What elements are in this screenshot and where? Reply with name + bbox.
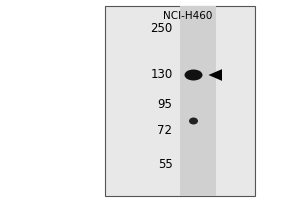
Text: NCI-H460: NCI-H460	[163, 11, 212, 21]
Text: 72: 72	[158, 124, 172, 138]
Text: 250: 250	[150, 22, 172, 36]
Bar	[105, 6, 255, 196]
Ellipse shape	[184, 70, 202, 80]
Polygon shape	[208, 69, 222, 81]
Bar	[180, 6, 216, 196]
Text: 130: 130	[150, 68, 172, 82]
Ellipse shape	[189, 117, 198, 124]
Text: 95: 95	[158, 98, 172, 112]
Text: 55: 55	[158, 158, 172, 171]
